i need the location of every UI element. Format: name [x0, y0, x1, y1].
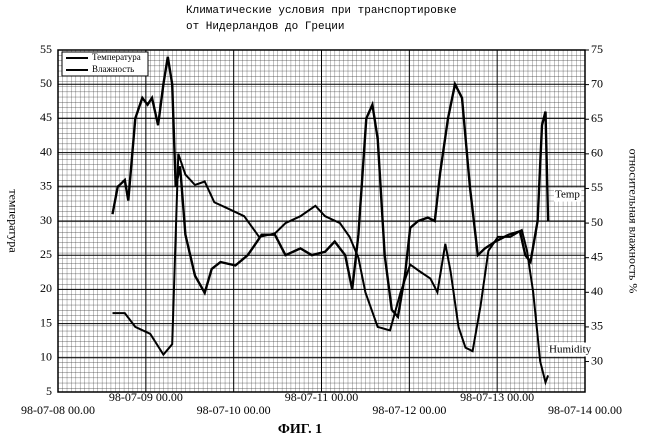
y2-tick-label: 70: [591, 76, 603, 90]
y2-tick-label: 35: [591, 319, 603, 333]
legend-label: Температура: [92, 52, 141, 62]
y2-tick-label: 55: [591, 180, 603, 194]
y2-tick-label: 75: [591, 42, 603, 56]
y-tick-label: 55: [40, 42, 52, 56]
y-tick-label: 25: [40, 247, 52, 261]
y2-tick-label: 45: [591, 249, 603, 263]
annotation: Temp: [555, 189, 580, 201]
y-tick-label: 45: [40, 110, 52, 124]
legend-label: Влажность: [92, 64, 134, 74]
y-axis-label: температура: [6, 189, 20, 253]
y-tick-label: 40: [40, 144, 52, 158]
annotation: Humidity: [549, 344, 592, 356]
page: Климатические условия при транспортировк…: [0, 0, 646, 439]
chart: Климатические условия при транспортировк…: [0, 0, 646, 439]
y2-tick-label: 40: [591, 284, 603, 298]
x-tick-label: 98-07-08 00.00: [21, 403, 95, 417]
y-tick-label: 35: [40, 179, 52, 193]
y-tick-label: 20: [40, 281, 52, 295]
y2-tick-label: 50: [591, 215, 603, 229]
caption: ФИГ. 1: [278, 422, 322, 437]
y2-axis-label: относительная влажность %: [626, 149, 640, 294]
y-tick-label: 50: [40, 76, 52, 90]
y-tick-label: 5: [46, 384, 52, 398]
y2-tick-label: 65: [591, 111, 603, 125]
y-tick-label: 10: [40, 350, 52, 364]
y2-tick-label: 30: [591, 353, 603, 367]
x-tick-label: 98-07-14 00.00: [548, 403, 622, 417]
y2-tick-label: 60: [591, 146, 603, 160]
chart-title: Климатические условия при транспортировк…: [186, 5, 457, 17]
y-tick-label: 30: [40, 213, 52, 227]
y-tick-label: 15: [40, 315, 52, 329]
chart-title: от Нидерландов до Греции: [186, 21, 344, 33]
x-tick-label: 98-07-10 00.00: [197, 403, 271, 417]
x-tick-label: 98-07-12 00.00: [372, 403, 446, 417]
